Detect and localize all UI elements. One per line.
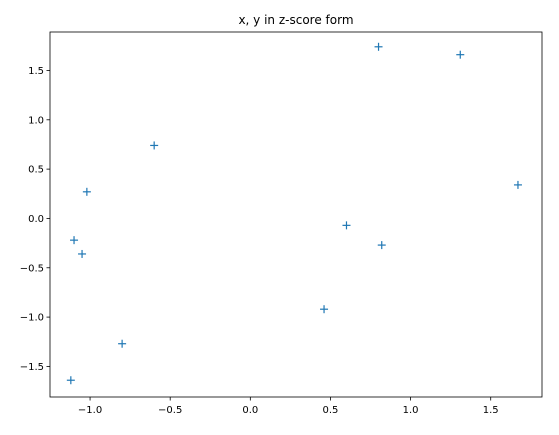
x-axis: −1.0 −0.5 0.0 0.5 1.0 1.5: [78, 397, 499, 416]
y-tick-label: 1.5: [28, 66, 44, 77]
data-point: [320, 305, 329, 314]
plot-frame: [49, 31, 543, 398]
data-point: [456, 50, 465, 59]
data-point: [150, 141, 159, 150]
data-point: [78, 249, 87, 258]
y-tick-label: −1.0: [20, 313, 44, 324]
data-point: [70, 236, 79, 245]
y-tick-label: −0.5: [20, 263, 44, 274]
x-tick-label: 1.0: [403, 405, 419, 416]
y-tick-label: 1.0: [28, 115, 44, 126]
y-axis: −1.5 −1.0 −0.5 0.0 0.5 1.0 1.5: [20, 66, 50, 373]
x-tick-label: 0.0: [242, 405, 258, 416]
data-point: [82, 187, 91, 196]
data-point: [513, 180, 522, 189]
data-point: [66, 376, 75, 385]
data-point: [374, 42, 383, 51]
x-tick-label: 1.5: [483, 405, 499, 416]
data-point: [118, 339, 127, 348]
data-point: [377, 241, 386, 250]
y-tick-label: 0.0: [28, 214, 44, 225]
data-point: [342, 221, 351, 230]
y-tick-label: 0.5: [28, 165, 44, 176]
x-tick-label: −1.0: [78, 405, 102, 416]
y-tick-label: −1.5: [20, 362, 44, 373]
x-tick-label: −0.5: [158, 405, 182, 416]
x-tick-label: 0.5: [323, 405, 339, 416]
data-points: [66, 42, 522, 385]
chart-title: x, y in z-score form: [238, 13, 353, 27]
